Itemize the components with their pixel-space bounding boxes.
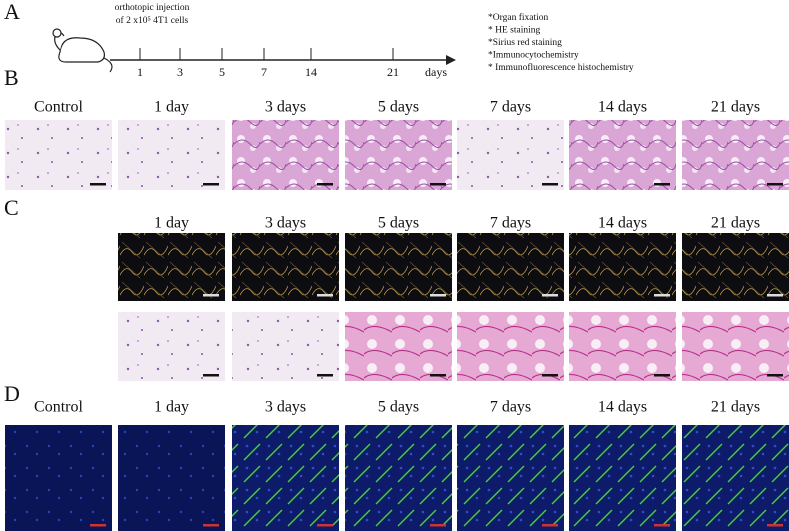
micrograph — [345, 425, 452, 531]
micrograph — [232, 425, 339, 531]
scale-bar — [430, 374, 446, 377]
scale-bar — [654, 524, 670, 527]
micrograph — [5, 425, 112, 531]
timeline-unit: days — [425, 65, 447, 79]
micrograph — [118, 120, 225, 190]
column-label: 21 days — [711, 215, 760, 232]
micrograph — [118, 425, 225, 531]
micrograph — [569, 120, 676, 190]
column-label: Control — [34, 399, 83, 416]
scale-bar — [654, 183, 670, 186]
column-label: Control — [34, 99, 83, 116]
micrograph — [682, 233, 789, 301]
micrograph — [457, 425, 564, 531]
column-label: 14 days — [598, 215, 647, 232]
panel-label: D — [4, 381, 20, 406]
scale-bar — [90, 524, 106, 527]
column-label: 21 days — [711, 99, 760, 116]
column-label: 5 days — [378, 215, 419, 232]
procedure-item: *Sirius red staining — [488, 38, 562, 48]
timeline-tick-label: 5 — [219, 65, 225, 79]
timeline-tick-label: 1 — [137, 65, 143, 79]
micrograph — [569, 425, 676, 531]
column-label: 7 days — [490, 399, 531, 416]
timeline-tick-label: 7 — [261, 65, 267, 79]
micrograph — [345, 312, 452, 381]
column-label: 3 days — [265, 99, 306, 116]
scale-bar — [203, 374, 219, 377]
micrograph — [232, 312, 339, 381]
procedure-item: *Immunocytochemistry — [488, 50, 579, 60]
column-label: 7 days — [490, 99, 531, 116]
micrograph — [682, 120, 789, 190]
scale-bar — [203, 524, 219, 527]
column-label: 1 day — [154, 399, 189, 416]
micrograph — [457, 120, 564, 190]
micrograph — [5, 120, 112, 190]
column-label: 1 day — [154, 99, 189, 116]
injection-text: of 2 x10⁵ 4T1 cells — [116, 15, 189, 26]
timeline-tick-label: 14 — [305, 65, 317, 79]
scale-bar — [430, 183, 446, 186]
procedure-item: *Organ fixation — [488, 12, 548, 23]
column-label: 14 days — [598, 99, 647, 116]
scale-bar — [767, 294, 783, 297]
panel-label: C — [4, 195, 19, 220]
micrograph — [232, 120, 339, 190]
micrograph — [232, 233, 339, 301]
scale-bar — [654, 374, 670, 377]
micrograph — [569, 233, 676, 301]
column-label: 7 days — [490, 215, 531, 232]
column-label: 21 days — [711, 399, 760, 416]
micrograph — [118, 233, 225, 301]
micrograph — [345, 233, 452, 301]
scale-bar — [317, 183, 333, 186]
micrograph — [457, 233, 564, 301]
scale-bar — [203, 294, 219, 297]
timeline-tick-label: 21 — [387, 65, 399, 79]
panel-label: B — [4, 65, 19, 90]
micrograph — [118, 312, 225, 381]
mouse-icon — [52, 28, 113, 73]
injection-text: orthotopic injection — [115, 3, 190, 13]
scale-bar — [90, 183, 106, 186]
panel-label: A — [4, 0, 20, 24]
micrograph — [682, 425, 789, 531]
scale-bar — [542, 294, 558, 297]
column-label: 5 days — [378, 99, 419, 116]
scale-bar — [430, 524, 446, 527]
micrograph — [345, 120, 452, 190]
column-label: 3 days — [265, 399, 306, 416]
column-label: 5 days — [378, 399, 419, 416]
timeline-arrow — [446, 55, 456, 65]
procedure-item: * Immunofluorescence histochemistry — [488, 62, 634, 73]
scale-bar — [317, 374, 333, 377]
micrograph — [682, 312, 789, 381]
scale-bar — [767, 524, 783, 527]
procedure-item: * HE staining — [488, 26, 540, 36]
timeline-tick-label: 3 — [177, 65, 183, 79]
micrograph — [569, 312, 676, 381]
column-label: 14 days — [598, 399, 647, 416]
scale-bar — [542, 524, 558, 527]
scale-bar — [542, 374, 558, 377]
scale-bar — [767, 183, 783, 186]
scale-bar — [430, 294, 446, 297]
scale-bar — [317, 294, 333, 297]
column-label: 1 day — [154, 215, 189, 232]
scale-bar — [542, 183, 558, 186]
micrograph — [457, 312, 564, 381]
column-label: 3 days — [265, 215, 306, 232]
scale-bar — [317, 524, 333, 527]
scale-bar — [203, 183, 219, 186]
scale-bar — [654, 294, 670, 297]
scale-bar — [767, 374, 783, 377]
